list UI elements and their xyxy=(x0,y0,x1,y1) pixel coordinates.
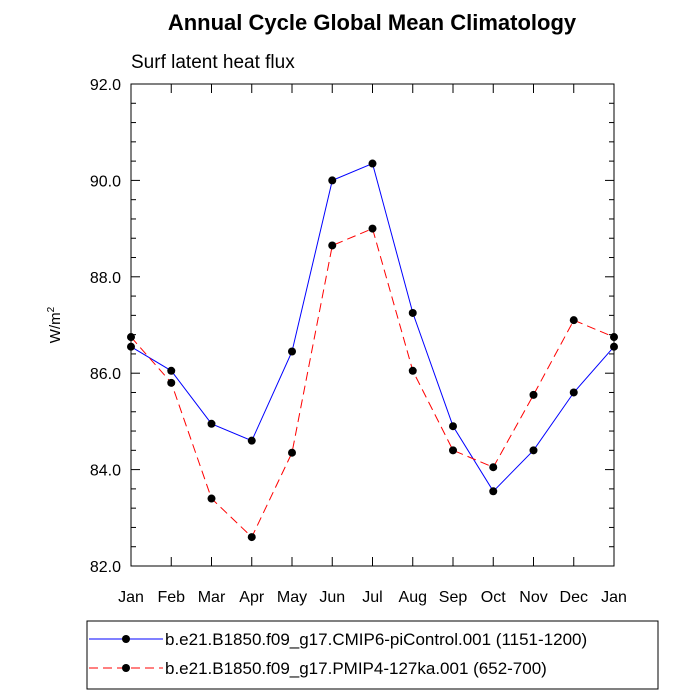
series-2-point xyxy=(247,533,256,542)
x-tick-label: Oct xyxy=(481,589,506,606)
series-2-point xyxy=(328,241,337,250)
chart-title: Annual Cycle Global Mean Climatology xyxy=(168,10,577,35)
series-1-point xyxy=(408,308,417,317)
x-tick-label: Aug xyxy=(399,589,427,606)
legend-marker-2 xyxy=(122,664,130,672)
x-tick-label: Sep xyxy=(439,589,468,606)
x-tick-label: Apr xyxy=(239,589,265,606)
series-2-point xyxy=(207,494,216,503)
series-2-point xyxy=(288,448,296,457)
y-tick-label: 86.0 xyxy=(90,366,121,383)
x-tick-label: Dec xyxy=(560,589,588,606)
series-2-point xyxy=(529,390,538,399)
chart-subtitle: Surf latent heat flux xyxy=(131,52,295,73)
x-tick-label: Jul xyxy=(362,589,382,606)
series-2-point xyxy=(449,446,457,455)
y-tick-label: 82.0 xyxy=(90,559,121,576)
series-2-point xyxy=(408,366,417,375)
y-axis-label-base: W/m xyxy=(47,312,64,343)
x-tick-label: Feb xyxy=(157,589,185,606)
legend-label-1: b.e21.B1850.f09_g17.CMIP6-piControl.001 … xyxy=(165,630,587,649)
x-tick-label: Mar xyxy=(198,589,226,606)
series-2-point xyxy=(368,224,377,233)
legend: b.e21.B1850.f09_g17.CMIP6-piControl.001 … xyxy=(89,630,587,678)
x-tick-label: Jan xyxy=(601,589,627,606)
series-2-point xyxy=(489,463,498,472)
series-1-point xyxy=(328,176,337,185)
y-tick-label: 90.0 xyxy=(90,173,121,190)
axis-ticks: 82.0 84.0 86.0 88.0 90.0 92.0 Jan Feb Mar Apr May J… xyxy=(90,77,627,606)
series-1-point xyxy=(529,446,538,455)
x-tick-label: Jan xyxy=(118,589,144,606)
x-tick-label: Jun xyxy=(319,589,345,606)
series-2-point xyxy=(569,316,578,325)
y-axis-label: W/m2 xyxy=(46,306,64,343)
y-tick-label: 84.0 xyxy=(90,463,121,480)
legend-box xyxy=(86,620,659,690)
y-tick-label: 88.0 xyxy=(90,270,121,287)
legend-marker-1 xyxy=(122,635,130,643)
series-2-point xyxy=(167,378,176,387)
series-1-point xyxy=(247,436,256,445)
series-1-point xyxy=(489,487,498,496)
plot-series xyxy=(127,159,618,542)
legend-label-2: b.e21.B1850.f09_g17.PMIP4-127ka.001 (652… xyxy=(165,659,547,678)
y-axis-label-superscript: 2 xyxy=(46,306,57,312)
series-1-point xyxy=(207,419,216,428)
series-1-point xyxy=(288,347,296,356)
series-1-point xyxy=(449,422,457,431)
series-1-point xyxy=(368,159,377,168)
series-1-point xyxy=(167,366,176,375)
series-line-2 xyxy=(130,227,615,538)
plot-frame xyxy=(130,83,615,567)
series-line-1 xyxy=(130,162,615,493)
series-1-point xyxy=(569,388,578,397)
x-tick-label: Nov xyxy=(519,589,547,606)
y-tick-label: 92.0 xyxy=(90,77,121,94)
x-tick-label: May xyxy=(277,589,307,606)
